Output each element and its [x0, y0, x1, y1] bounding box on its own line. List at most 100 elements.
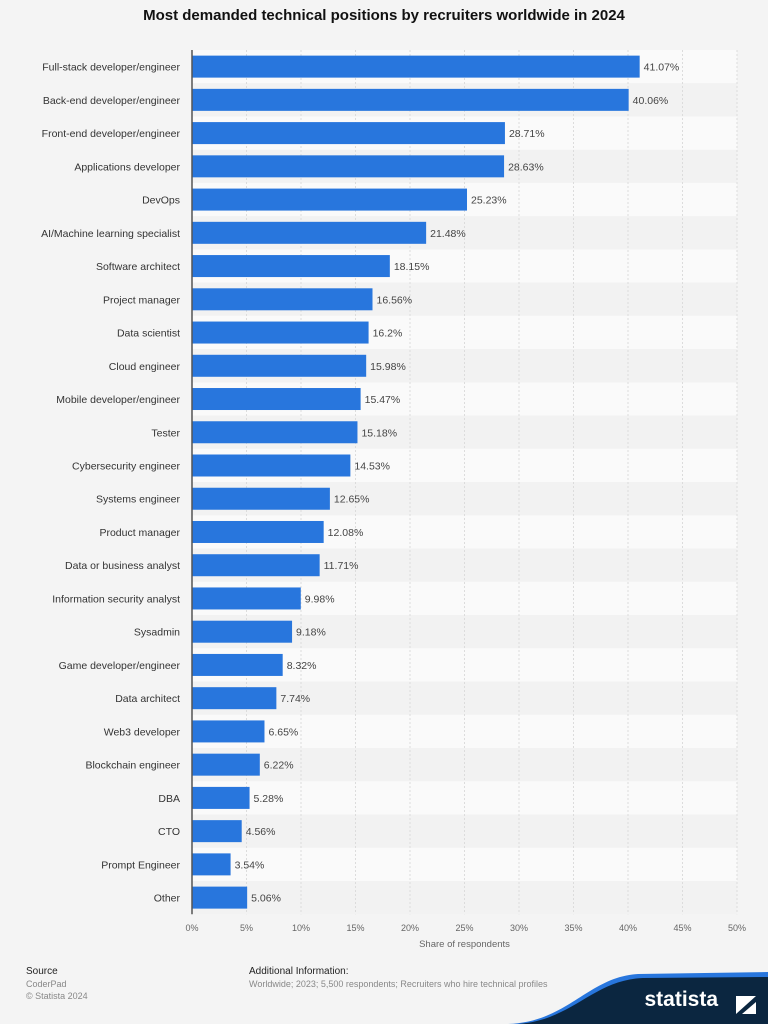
source-block: Source CoderPad © Statista 2024: [26, 966, 88, 1002]
bar: [192, 88, 629, 111]
y-tick-label: Blockchain engineer: [85, 760, 180, 772]
bar: [192, 354, 367, 377]
copyright: © Statista 2024: [26, 991, 88, 1001]
bar-chart: 0% 5% 10% 15% 20% 25% 30% 35% 40% 45% 50% Share of …: [41, 50, 746, 950]
data-label: 21.48%: [430, 228, 466, 240]
x-tick-label: 50%: [728, 923, 746, 933]
x-tick-label: 40%: [619, 923, 637, 933]
y-tick-label: Sysadmin: [134, 627, 180, 639]
x-tick-label: 10%: [292, 923, 310, 933]
x-tick-label: 0%: [185, 923, 198, 933]
y-tick-label: Cybersecurity engineer: [72, 461, 180, 473]
y-tick-label: Project manager: [103, 294, 181, 306]
data-label: 18.15%: [394, 261, 430, 273]
y-tick-label: Information security analyst: [52, 593, 180, 605]
data-label: 12.65%: [334, 494, 370, 506]
brand-banner: [508, 972, 768, 1024]
y-tick-label: Product manager: [99, 527, 180, 539]
bar: [192, 221, 427, 244]
data-label: 14.53%: [354, 461, 390, 473]
y-tick-label: Tester: [151, 427, 180, 439]
bar: [192, 122, 505, 145]
data-label: 15.18%: [361, 427, 397, 439]
data-label: 7.74%: [280, 693, 310, 705]
bar: [192, 288, 373, 311]
source-heading: Source: [26, 966, 58, 977]
bar: [192, 720, 265, 743]
bar: [192, 620, 293, 643]
x-axis-label: Share of respondents: [419, 939, 510, 950]
y-tick-label: Data or business analyst: [65, 560, 180, 572]
data-label: 12.08%: [328, 527, 364, 539]
bar: [192, 587, 301, 610]
bar: [192, 55, 640, 78]
y-tick-label: Systems engineer: [96, 494, 181, 506]
bar: [192, 886, 248, 909]
data-label: 40.06%: [633, 95, 669, 107]
data-label: 11.71%: [324, 560, 359, 572]
x-tick-label: 30%: [510, 923, 528, 933]
info-text: Worldwide; 2023; 5,500 respondents; Recr…: [249, 979, 548, 989]
bar: [192, 188, 468, 211]
x-tick-label: 25%: [455, 923, 473, 933]
y-tick-label: Prompt Engineer: [101, 859, 180, 871]
y-tick-label: CTO: [158, 826, 180, 838]
y-tick-label: Data architect: [115, 693, 180, 705]
data-label: 25.23%: [471, 195, 507, 207]
y-tick-label: DBA: [158, 793, 180, 805]
y-tick-label: Game developer/engineer: [59, 660, 181, 672]
data-label: 28.71%: [509, 128, 545, 140]
y-tick-label: Back-end developer/engineer: [43, 95, 181, 107]
data-label: 16.2%: [373, 328, 403, 340]
bar: [192, 753, 260, 776]
bar: [192, 487, 330, 510]
data-label: 9.18%: [296, 627, 326, 639]
x-tick-label: 45%: [673, 923, 691, 933]
bar: [192, 687, 277, 710]
bar: [192, 786, 250, 809]
row-band: [192, 648, 737, 682]
data-label: 6.22%: [264, 760, 294, 772]
y-tick-label: Applications developer: [74, 161, 180, 173]
y-tick-label: Web3 developer: [104, 726, 181, 738]
data-label: 4.56%: [246, 826, 276, 838]
chart-title: Most demanded technical positions by rec…: [143, 7, 625, 24]
brand-logo[interactable]: statista: [644, 988, 718, 1011]
bar: [192, 454, 351, 477]
x-tick-label: 15%: [346, 923, 364, 933]
source-name[interactable]: CoderPad: [26, 979, 67, 989]
bar: [192, 155, 505, 178]
y-tick-label: AI/Machine learning specialist: [41, 228, 180, 240]
y-tick-label: Data scientist: [117, 328, 180, 340]
y-tick-label: Mobile developer/engineer: [56, 394, 180, 406]
bar: [192, 853, 231, 876]
data-label: 41.07%: [644, 62, 680, 74]
data-label: 15.47%: [365, 394, 401, 406]
x-tick-label: 5%: [240, 923, 253, 933]
bar: [192, 653, 283, 676]
y-tick-label: Other: [154, 893, 181, 905]
additional-info: Additional Information: Worldwide; 2023;…: [249, 966, 548, 990]
x-tick-label: 35%: [564, 923, 582, 933]
data-label: 16.56%: [377, 294, 413, 306]
bar: [192, 321, 369, 344]
bar: [192, 554, 320, 577]
y-tick-label: Full-stack developer/engineer: [42, 62, 180, 74]
data-label: 28.63%: [508, 161, 544, 173]
data-label: 6.65%: [268, 726, 298, 738]
bar: [192, 520, 324, 543]
bar: [192, 255, 390, 278]
x-tick-label: 20%: [401, 923, 419, 933]
info-heading: Additional Information:: [249, 966, 349, 977]
data-label: 5.06%: [251, 893, 281, 905]
y-tick-label: Software architect: [96, 261, 180, 273]
data-label: 15.98%: [370, 361, 406, 373]
data-label: 3.54%: [235, 859, 265, 871]
data-label: 8.32%: [287, 660, 317, 672]
data-label: 9.98%: [305, 593, 335, 605]
bar: [192, 820, 242, 843]
bar: [192, 388, 361, 411]
row-band: [192, 847, 737, 881]
y-tick-label: Front-end developer/engineer: [42, 128, 181, 140]
y-tick-label: DevOps: [142, 195, 180, 207]
